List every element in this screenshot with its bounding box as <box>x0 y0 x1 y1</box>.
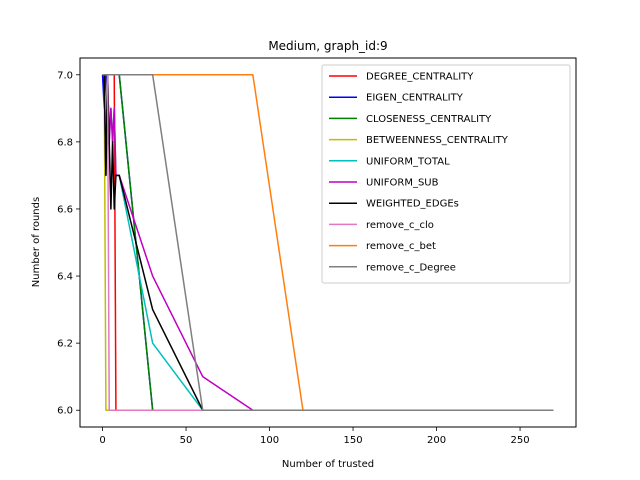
x-tick-label-0: 0 <box>99 435 105 446</box>
legend-label-4: UNIFORM_TOTAL <box>366 156 450 167</box>
legend-label-8: remove_c_bet <box>366 241 436 252</box>
legend-label-5: UNIFORM_SUB <box>366 178 439 189</box>
legend-label-0: DEGREE_CENTRALITY <box>366 72 474 83</box>
y-axis: 6.0 6.2 6.4 6.6 6.8 7.0 <box>57 70 80 417</box>
x-axis-label: Number of trusted <box>282 459 374 470</box>
legend-label-6: WEIGHTED_EDGEs <box>366 199 459 210</box>
legend-label-7: remove_c_clo <box>366 220 434 231</box>
legend-label-2: CLOSENESS_CENTRALITY <box>366 114 492 125</box>
y-tick-label-1: 6.2 <box>57 339 73 350</box>
legend-box <box>321 64 571 284</box>
x-tick-label-4: 200 <box>427 435 446 446</box>
y-axis-label: Number of rounds <box>31 197 42 287</box>
plot-frame <box>79 57 577 428</box>
series-line-9 <box>102 74 554 411</box>
legend-label-1: EIGEN_CENTRALITY <box>366 93 464 104</box>
chart-title: Medium, graph_id:9 <box>268 39 387 53</box>
y-tick-label-0: 6.0 <box>57 406 73 417</box>
x-axis: 0 50 100 150 200 250 <box>99 427 530 446</box>
x-tick-label-3: 150 <box>344 435 363 446</box>
y-tick-label-2: 6.4 <box>57 272 73 283</box>
legend: DEGREE_CENTRALITY EIGEN_CENTRALITY CLOSENE… <box>321 64 571 284</box>
x-tick-label-2: 100 <box>260 435 279 446</box>
x-tick-label-1: 50 <box>180 435 193 446</box>
legend-label-9: remove_c_Degree <box>366 262 456 273</box>
x-tick-label-5: 250 <box>511 435 530 446</box>
y-tick-label-4: 6.8 <box>57 137 73 148</box>
series-layer <box>101 74 554 411</box>
y-tick-label-3: 6.6 <box>57 204 73 215</box>
y-tick-label-5: 7.0 <box>57 70 73 81</box>
legend-label-3: BETWEENNESS_CENTRALITY <box>366 135 509 146</box>
